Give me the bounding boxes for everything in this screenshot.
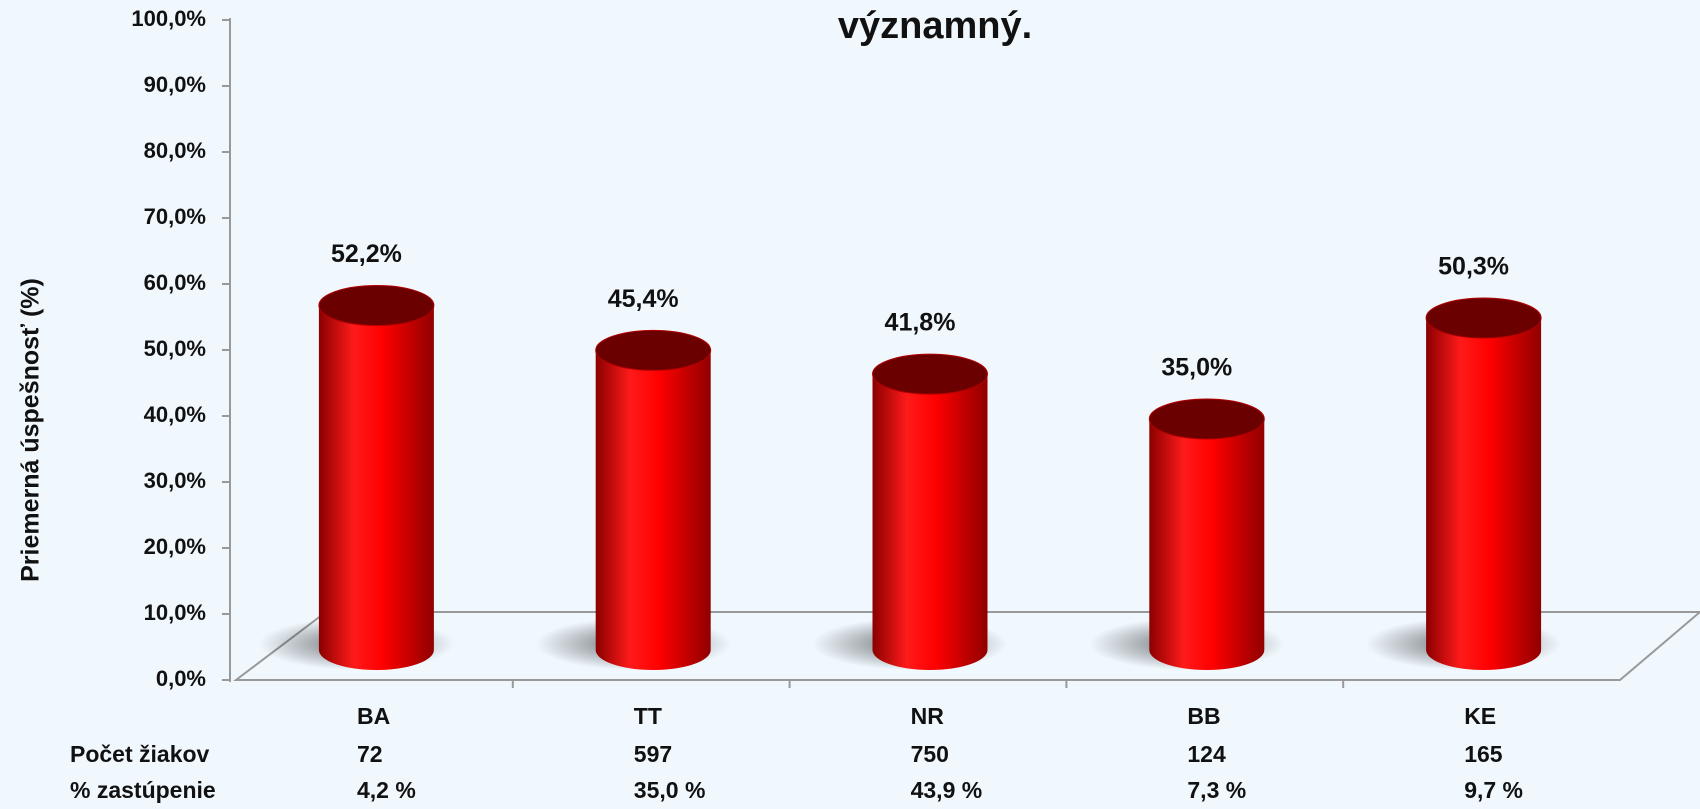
value-label: 35,0%	[1161, 354, 1232, 382]
bar-top	[595, 329, 712, 371]
table-cell: 165	[1464, 741, 1503, 767]
y-tick-label: 80,0%	[144, 138, 206, 163]
y-axis-label: Priemerná úspešnosť (%)	[17, 278, 45, 582]
bar	[1426, 318, 1542, 670]
y-tick-label: 90,0%	[144, 72, 206, 97]
bar	[872, 374, 988, 670]
table-cell: 750	[911, 741, 949, 767]
y-tick-label: 40,0%	[144, 402, 206, 427]
y-tick-label: 60,0%	[144, 270, 206, 295]
bar	[595, 350, 711, 670]
table-cell: 43,9 %	[911, 777, 983, 803]
y-tick-label: 50,0%	[144, 336, 206, 361]
table-cell: 597	[634, 741, 672, 767]
y-tick-label: 70,0%	[144, 204, 206, 229]
value-label: 41,8%	[885, 309, 956, 337]
x-tick-label: BA	[357, 703, 390, 729]
table-cell: 7,3 %	[1187, 777, 1246, 803]
table-cell: 35,0 %	[634, 777, 706, 803]
table-cell: 124	[1187, 741, 1226, 767]
y-tick-label: 20,0%	[144, 534, 206, 559]
bar-top	[318, 284, 435, 326]
table-row-label: Počet žiakov	[70, 741, 210, 767]
bar-top	[872, 353, 988, 395]
x-tick-label: TT	[634, 703, 662, 729]
value-label: 50,3%	[1438, 253, 1509, 281]
bar-top	[1425, 297, 1542, 339]
chart-title: významný.	[838, 5, 1032, 47]
bar	[318, 305, 434, 670]
bar-top	[1148, 398, 1265, 440]
value-label: 45,4%	[608, 285, 679, 313]
y-tick-label: 30,0%	[144, 468, 206, 493]
table-cell: 4,2 %	[357, 777, 416, 803]
y-tick-label: 100,0%	[131, 6, 206, 31]
y-tick-label: 10,0%	[144, 600, 206, 625]
bar	[1149, 419, 1265, 670]
x-tick-label: KE	[1464, 703, 1496, 729]
y-tick-label: 0,0%	[156, 666, 206, 691]
table-cell: 72	[357, 741, 383, 767]
x-tick-label: BB	[1187, 703, 1220, 729]
x-tick-label: NR	[911, 703, 945, 729]
table-cell: 9,7 %	[1464, 777, 1523, 803]
value-label: 52,2%	[331, 240, 402, 268]
table-row-label: % zastúpenie	[70, 777, 216, 803]
